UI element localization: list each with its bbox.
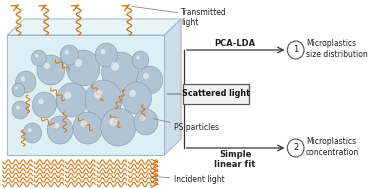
Circle shape <box>39 98 44 104</box>
Circle shape <box>44 63 50 69</box>
Circle shape <box>64 91 71 99</box>
Circle shape <box>56 83 88 117</box>
Circle shape <box>31 50 46 66</box>
Text: Transmitted
light: Transmitted light <box>181 8 227 27</box>
Circle shape <box>65 50 69 54</box>
Circle shape <box>136 56 140 60</box>
Circle shape <box>111 62 119 71</box>
Circle shape <box>73 112 102 144</box>
Circle shape <box>37 55 65 85</box>
Circle shape <box>21 77 25 81</box>
Circle shape <box>140 115 145 121</box>
Circle shape <box>28 128 32 132</box>
Text: Simple
linear fit: Simple linear fit <box>214 150 256 169</box>
Circle shape <box>122 82 151 114</box>
Text: PS particles: PS particles <box>174 123 219 132</box>
Circle shape <box>101 108 136 146</box>
Text: PCA-LDA: PCA-LDA <box>215 39 256 48</box>
Circle shape <box>15 87 18 90</box>
Circle shape <box>110 118 117 126</box>
Text: Microplastics
concentration: Microplastics concentration <box>306 137 359 157</box>
Circle shape <box>53 123 59 129</box>
FancyBboxPatch shape <box>183 84 249 104</box>
Circle shape <box>94 90 102 99</box>
Circle shape <box>85 80 122 120</box>
Circle shape <box>287 139 304 157</box>
Circle shape <box>12 101 29 119</box>
Circle shape <box>12 83 25 97</box>
Circle shape <box>32 92 56 118</box>
Text: 2: 2 <box>293 143 298 153</box>
Circle shape <box>60 45 79 65</box>
Polygon shape <box>7 19 181 35</box>
Circle shape <box>80 120 87 127</box>
Circle shape <box>95 43 117 67</box>
Circle shape <box>16 105 20 109</box>
Text: Scattered light: Scattered light <box>182 90 250 98</box>
Circle shape <box>132 51 149 69</box>
Circle shape <box>129 90 136 97</box>
Polygon shape <box>7 35 165 155</box>
Circle shape <box>102 52 139 92</box>
Circle shape <box>134 109 158 135</box>
Circle shape <box>16 71 36 93</box>
Text: 1: 1 <box>293 46 298 54</box>
Circle shape <box>47 116 73 144</box>
Circle shape <box>137 66 163 94</box>
Text: Microplastics
size distribution: Microplastics size distribution <box>306 39 368 59</box>
Circle shape <box>287 41 304 59</box>
Circle shape <box>23 123 42 143</box>
Text: Incident light: Incident light <box>174 176 224 184</box>
Circle shape <box>101 49 105 54</box>
Polygon shape <box>165 19 181 155</box>
Circle shape <box>75 59 82 67</box>
Circle shape <box>67 50 100 86</box>
Circle shape <box>35 54 39 57</box>
Circle shape <box>143 73 149 79</box>
